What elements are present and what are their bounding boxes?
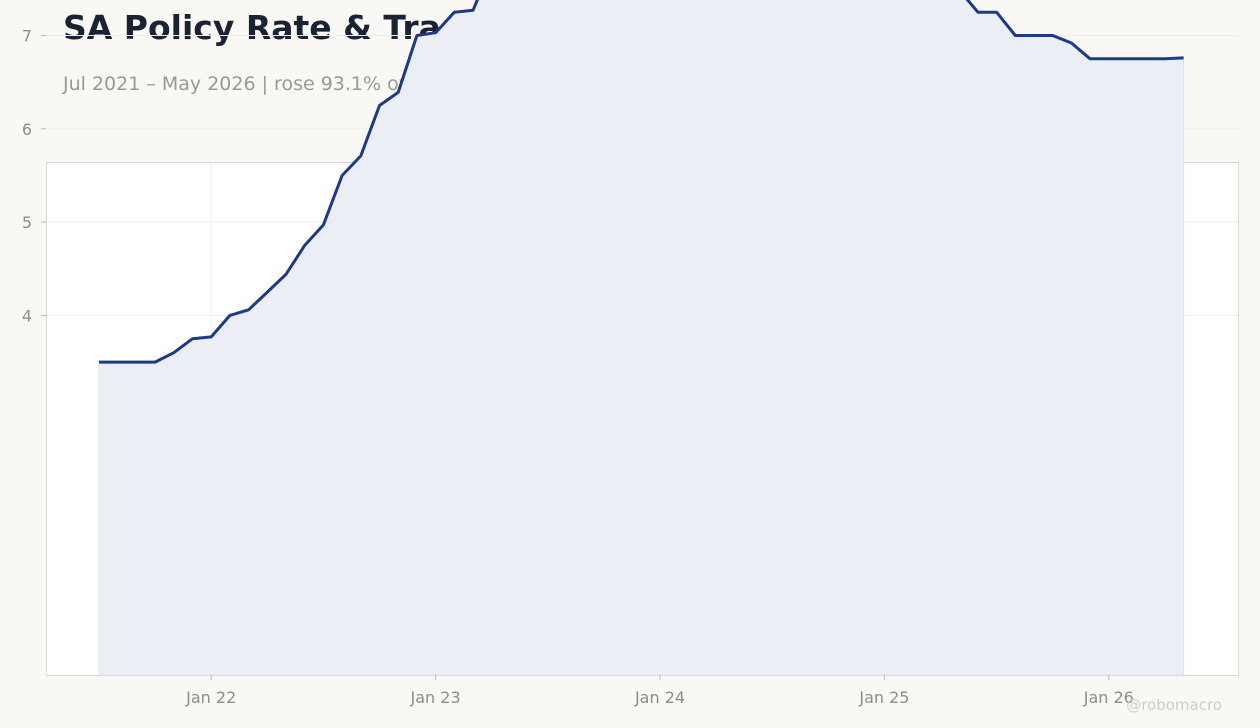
x-tick-label: Jan 26 bbox=[1083, 688, 1134, 707]
area-fill bbox=[98, 0, 1185, 676]
x-tick-label: Jan 25 bbox=[858, 688, 909, 707]
x-tick-label: Jan 22 bbox=[185, 688, 236, 707]
x-tick-label: Jan 24 bbox=[634, 688, 685, 707]
watermark: @robomacro bbox=[1126, 696, 1222, 714]
y-tick-label: 4 bbox=[22, 306, 32, 325]
y-tick-label: 5 bbox=[22, 213, 32, 232]
y-tick-label: 7 bbox=[22, 27, 32, 46]
x-axis: Jan 22 Jan 23 Jan 24 Jan 25 Jan 26 bbox=[185, 675, 1134, 707]
chart-subtitle: Jul 2021 – May 2026 | rose 93.1% over pe… bbox=[63, 73, 497, 95]
y-tick-label: 6 bbox=[22, 120, 32, 139]
series-line bbox=[99, 0, 1184, 364]
y-axis: 45678 bbox=[22, 27, 46, 325]
x-tick-label: Jan 23 bbox=[410, 688, 461, 707]
